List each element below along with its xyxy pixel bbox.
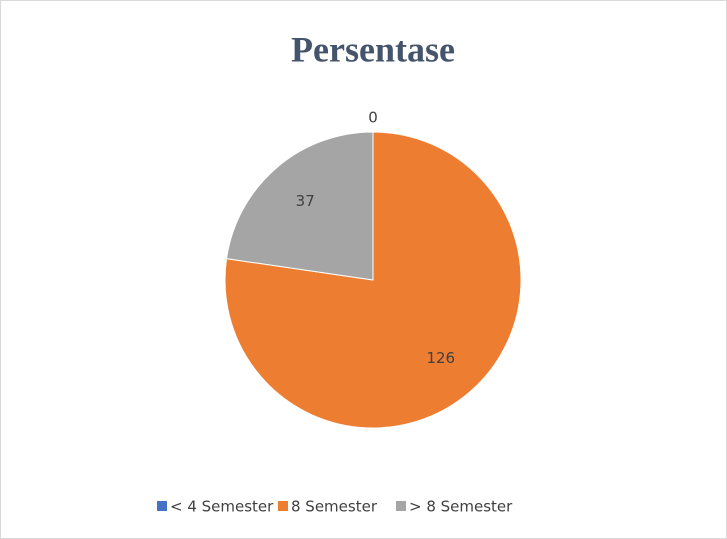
legend-swatch — [396, 501, 406, 511]
legend-label: < 4 Semester — [170, 498, 274, 516]
legend-swatch — [157, 501, 167, 511]
data-label: 126 — [426, 349, 455, 367]
legend-label: > 8 Semester — [409, 498, 513, 516]
pie-slice — [225, 131, 374, 281]
legend-swatch — [278, 501, 288, 511]
data-label: 37 — [296, 192, 315, 210]
legend-label: 8 Semester — [291, 498, 378, 516]
data-label: 0 — [368, 109, 378, 127]
chart-title: Persentase — [291, 29, 455, 69]
